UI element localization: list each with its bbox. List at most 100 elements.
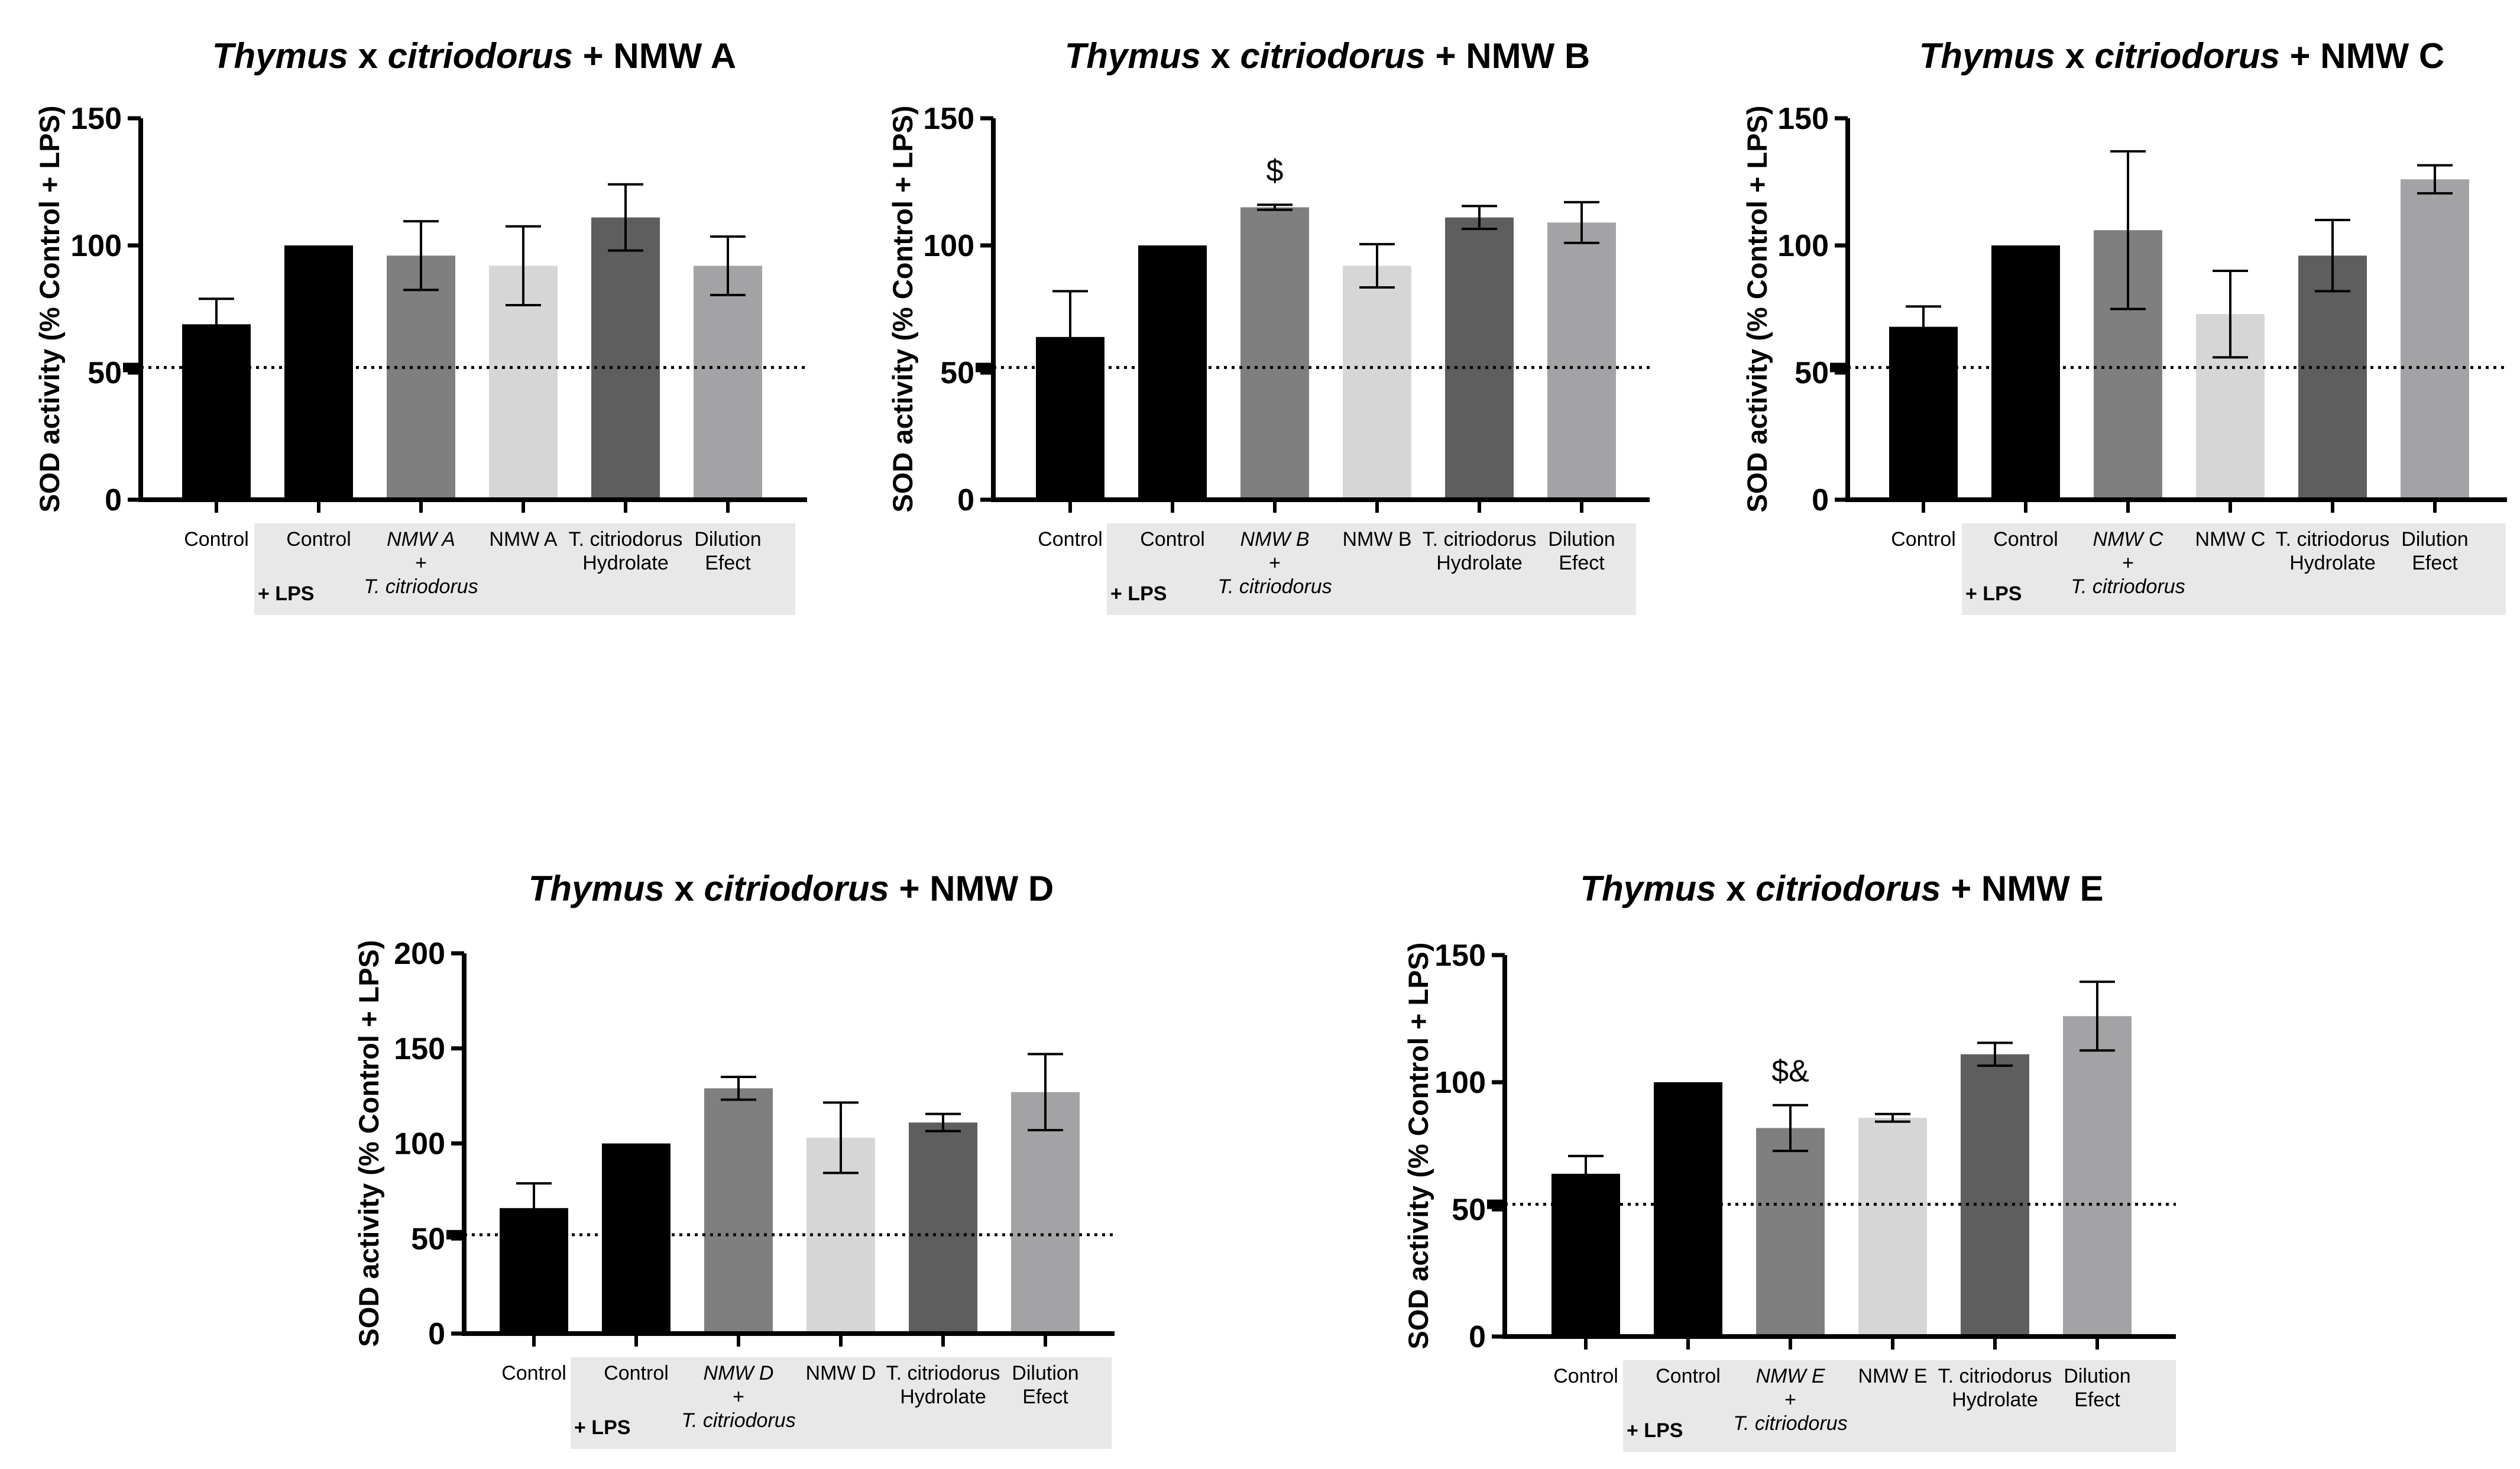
category-label-6: Efect [1559,552,1605,574]
lps-group-box [254,523,795,615]
category-label-5: Hydrolate [582,552,669,574]
chart-title: Thymus x citriodorus + NMW B [1065,36,1590,76]
y-axis-label: SOD activity (% Control + LPS) [1741,105,1773,512]
error-bar-4 [506,225,541,307]
category-label-3: T. citriodorus [1217,575,1332,598]
chart-title-part: Thymus [1580,869,1716,908]
chart-title-part: Thymus [529,869,665,908]
category-label-2: Control [1993,528,2058,551]
category-label-6: Efect [705,552,751,574]
category-label-3: T. citriodorus [364,575,478,598]
category-label-3: + [1784,1389,1796,1411]
category-label-3: NMW E [1755,1365,1825,1387]
category-label-6: Dilution [2064,1365,2130,1387]
y-tick-label: 50 [940,356,974,390]
error-bar-1 [516,1182,552,1234]
error-bar-6 [2417,164,2453,195]
bar-5 [591,217,660,500]
category-label-5: T. citriodorus [1938,1365,2052,1387]
reference-marker [1487,1199,1505,1209]
bar-2 [1654,1082,1722,1337]
error-bar-1 [199,297,234,351]
category-label-2: Control [1656,1365,1721,1387]
bar-6 [1011,1092,1080,1334]
chart-title-part: x [1201,36,1240,76]
category-label-2: Control [1140,528,1205,551]
bar-1 [182,324,251,500]
chart-panel-5: + LPS Thymus x citriodorus + NMW E SOD act… [1402,869,2176,1452]
category-label-1: Control [1553,1365,1618,1387]
chart-title-part: citriodorus [2095,36,2280,76]
bar-3 [704,1088,773,1334]
bar-3 [1240,207,1309,500]
lps-group-box [1623,1360,2176,1452]
category-label-3: T. citriodorus [2071,575,2185,598]
reference-marker [123,363,141,373]
category-label-5: Hydrolate [1436,552,1523,574]
y-tick-label: 0 [105,483,122,517]
category-label-3: NMW B [1240,528,1309,551]
y-tick-label: 0 [1469,1320,1486,1354]
bar-5 [909,1122,977,1334]
category-label-6: Dilution [694,528,761,551]
chart-panel-2: + LPS Thymus x citriodorus + NMW B SOD act… [887,36,1650,615]
category-label-6: Efect [2074,1389,2120,1411]
y-axis-label: SOD activity (% Control + LPS) [887,105,918,512]
error-bar-4 [2213,270,2248,359]
error-bar-5 [608,183,643,252]
y-tick-label: 150 [394,1032,445,1066]
bar-5 [1961,1054,2029,1337]
category-label-1: Control [1891,528,1956,551]
category-label-6: Dilution [1012,1362,1078,1384]
chart-title-part: + NMW C [2280,36,2444,76]
bar-6 [2401,179,2469,500]
bar-6 [1547,222,1616,500]
bar-2 [1991,245,2060,500]
bar-6 [694,266,762,500]
category-label-6: Dilution [2401,528,2468,551]
category-label-3: + [2122,552,2134,574]
lps-group-label: + LPS [1110,583,1167,605]
chart-title: Thymus x citriodorus + NMW A [212,36,736,76]
y-tick-label: 50 [88,356,122,390]
chart-title: Thymus x citriodorus + NMW E [1580,869,2103,908]
error-bar-3 [2110,150,2146,310]
lps-group-label: + LPS [258,583,314,605]
chart-title-part: citriodorus [704,869,889,908]
y-tick-label: 150 [70,102,122,136]
bar-4 [1858,1118,1927,1337]
error-bar-3 [1257,203,1293,211]
reference-marker [1830,363,1848,373]
category-label-5: T. citriodorus [569,528,683,551]
error-bar-6 [710,235,746,296]
chart-title-part: x [1716,869,1755,908]
chart-title-part: Thymus [212,36,348,76]
category-label-5: T. citriodorus [2276,528,2390,551]
category-label-5: T. citriodorus [886,1362,1000,1384]
y-tick-label: 0 [957,483,974,517]
category-label-3: + [733,1386,744,1408]
category-label-4: NMW B [1342,528,1411,551]
y-tick-label: 100 [70,229,122,263]
y-tick-label: 100 [1434,1066,1486,1100]
bar-4 [1343,266,1411,500]
bar-3 [1756,1128,1825,1337]
y-tick-label: 0 [1812,483,1829,517]
bar-1 [1551,1173,1620,1337]
y-tick-label: 200 [394,937,445,971]
category-label-4: NMW E [1858,1365,1927,1387]
bar-5 [2298,255,2367,500]
chart-title-part: x [665,869,704,908]
chart-title-part: x [348,36,388,76]
category-label-5: Hydrolate [2289,552,2376,574]
error-bar-3 [403,220,439,292]
chart-panel-4: + LPS Thymus x citriodorus + NMW D SOD act… [353,869,1115,1449]
y-tick-label: 150 [1777,102,1829,136]
bar-5 [1445,217,1514,500]
category-label-3: T. citriodorus [1733,1412,1847,1435]
category-label-1: Control [1038,528,1103,551]
category-label-5: T. citriodorus [1423,528,1537,551]
category-label-2: Control [604,1362,669,1384]
error-bar-4 [1875,1112,1910,1123]
